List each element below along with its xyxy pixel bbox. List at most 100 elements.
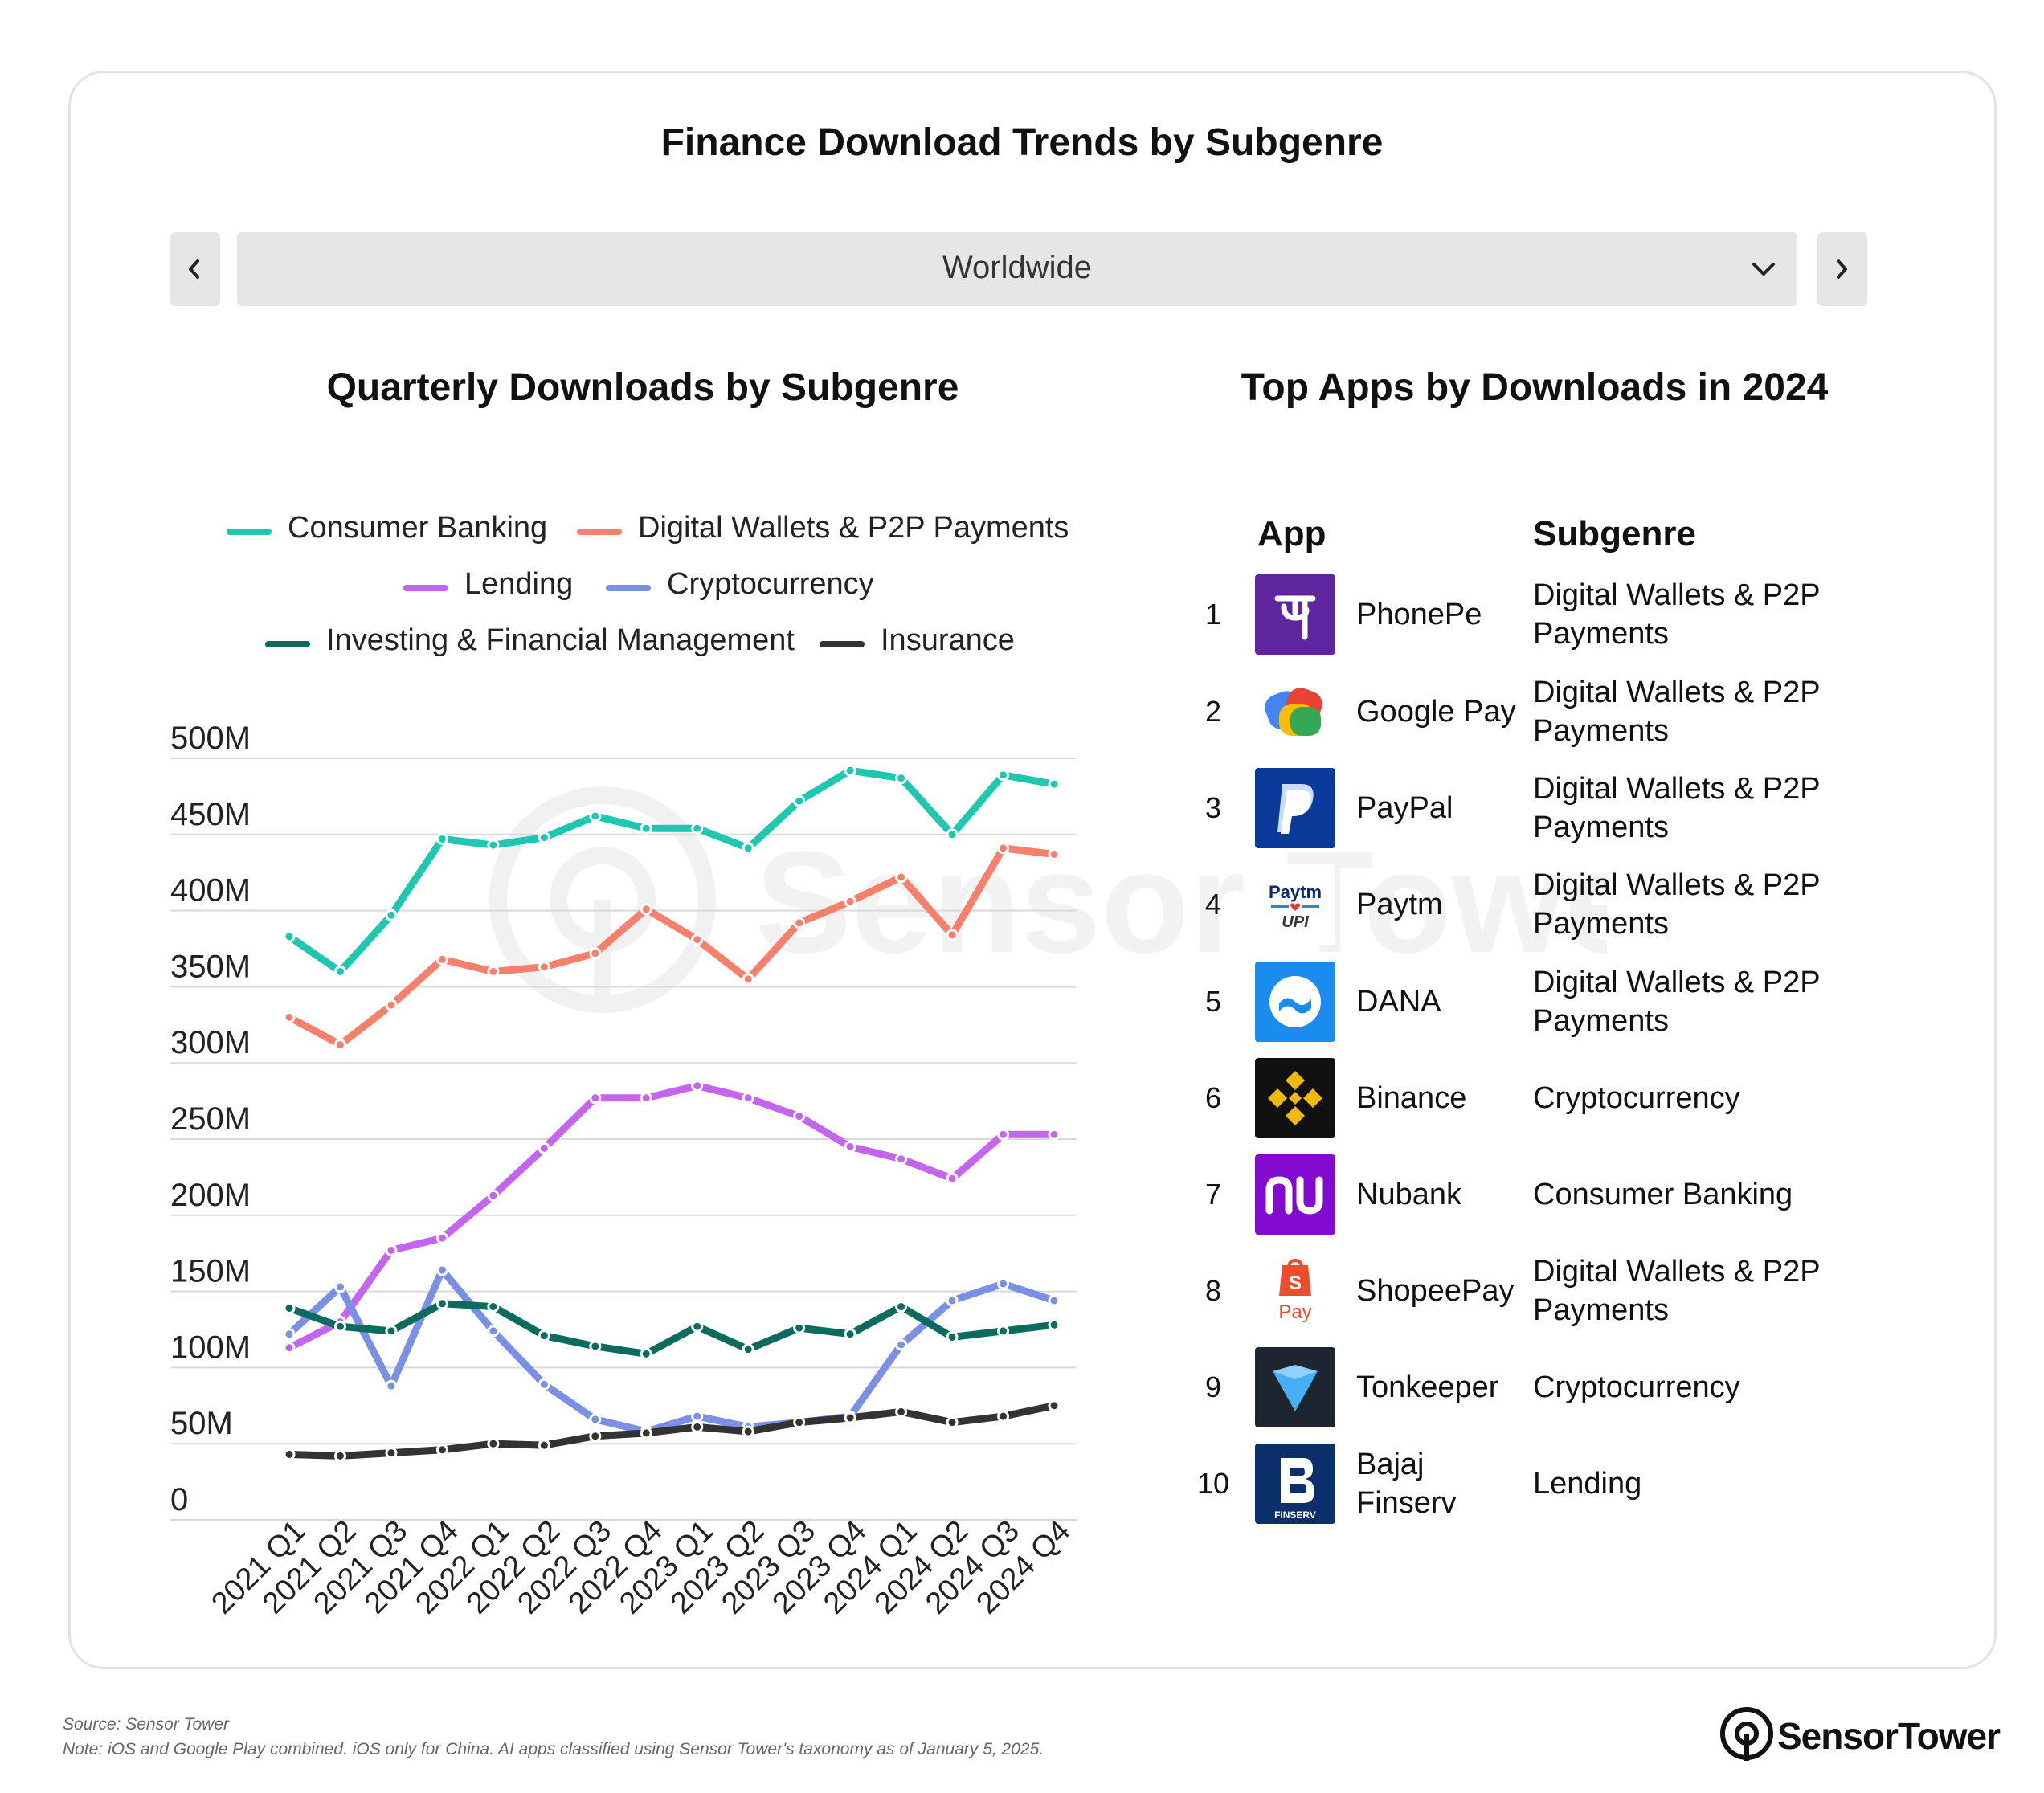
data-point	[333, 965, 346, 978]
svg-text:Pay: Pay	[1278, 1301, 1311, 1323]
data-point	[1048, 847, 1061, 860]
table-row[interactable]: 7 Nubank Consumer Banking	[1197, 1154, 1840, 1244]
data-point	[385, 1244, 398, 1256]
data-point	[385, 1325, 398, 1338]
data-point	[283, 1328, 296, 1341]
data-point	[538, 1378, 550, 1391]
app-subgenre: Digital Wallets & P2P Payments	[1533, 578, 1820, 651]
data-point	[538, 1329, 550, 1342]
table-row[interactable]: 5 DANA Digital Wallets & P2P Payments	[1197, 962, 1840, 1052]
tonkeeper-logo-icon	[1255, 1347, 1335, 1427]
data-point	[538, 1439, 550, 1452]
app-subgenre: Cryptocurrency	[1533, 1081, 1740, 1115]
app-subgenre: Digital Wallets & P2P Payments	[1533, 676, 1820, 748]
phonepe-logo-icon	[1255, 574, 1335, 655]
data-point	[640, 822, 652, 835]
data-point	[895, 871, 908, 884]
data-point	[793, 794, 806, 807]
data-point	[1048, 1128, 1061, 1141]
data-point	[435, 1264, 448, 1276]
data-point	[538, 831, 550, 844]
data-point	[997, 842, 1010, 855]
data-point	[691, 1420, 704, 1433]
app-name: Bajaj Finserv	[1356, 1448, 1457, 1520]
legend-swatch	[227, 529, 272, 535]
report-card	[68, 71, 1997, 1669]
nubank-logo-icon	[1255, 1154, 1335, 1235]
data-point	[691, 1320, 704, 1333]
y-tick-label: 350M	[170, 949, 251, 984]
data-point	[333, 1449, 346, 1462]
line-chart-title: Quarterly Downloads by Subgenre	[326, 366, 959, 409]
data-point	[946, 929, 959, 941]
rank-number: 2	[1204, 695, 1222, 728]
data-point	[538, 1142, 550, 1154]
data-point	[435, 1231, 448, 1244]
line-chart: 500M 450M 400M 350M 300M 250M 200M 150M 100M 50M 0…	[170, 721, 1077, 1620]
table-row[interactable]: 1 PhonePe Digital Wallets & P2P Payments	[1197, 574, 1840, 664]
rank-number: 4	[1204, 888, 1222, 921]
data-point	[640, 1092, 652, 1105]
dana-logo-icon	[1255, 962, 1335, 1042]
data-point	[333, 1280, 346, 1293]
data-point	[435, 1297, 448, 1310]
table-row[interactable]: 10 FINSERV Bajaj Finserv Lending	[1197, 1444, 1840, 1534]
data-point	[742, 1343, 754, 1356]
rank-number: 6	[1204, 1081, 1222, 1114]
rank-number: 3	[1204, 791, 1222, 824]
y-tick-label: 400M	[170, 873, 251, 909]
data-point	[793, 1321, 806, 1334]
brand-name: SensorTower	[1777, 1715, 2001, 1757]
app-subgenre: Digital Wallets & P2P Payments	[1533, 772, 1820, 844]
app-name: PayPal	[1356, 791, 1453, 825]
data-point	[1048, 1318, 1061, 1331]
sensor-tower-logo-icon	[1720, 1707, 1773, 1761]
data-point	[691, 933, 704, 946]
app-name: Paytm	[1356, 888, 1443, 921]
table-row[interactable]: 2 Google Pay Digital Wallets & P2P Payme…	[1197, 672, 1840, 762]
y-tick-label: 0	[170, 1482, 188, 1517]
bajaj-finserv-logo-icon: FINSERV	[1255, 1444, 1335, 1524]
table-header-subgenre: Subgenre	[1533, 514, 1696, 553]
data-point	[640, 903, 652, 916]
google-pay-logo-icon	[1255, 672, 1335, 752]
data-point	[487, 839, 500, 852]
sensor-tower-logo: SensorTower	[1719, 1703, 2001, 1767]
data-point	[844, 1328, 856, 1341]
legend-label: Digital Wallets & P2P Payments	[638, 511, 1069, 545]
y-tick-label: 250M	[170, 1101, 251, 1137]
data-point	[844, 1411, 856, 1424]
table-row[interactable]: 8 S Pay ShopeePay Digital Wallets & P2P …	[1197, 1251, 1840, 1341]
table-row[interactable]: 9 Tonkeeper Cryptocurrency	[1197, 1347, 1840, 1437]
legend-swatch	[606, 585, 651, 591]
data-point	[895, 1338, 908, 1351]
region-dropdown[interactable]: Worldwide	[237, 232, 1797, 306]
data-point	[435, 953, 448, 966]
app-name: Binance	[1356, 1081, 1467, 1115]
previous-region-button[interactable]	[170, 232, 220, 306]
data-point	[283, 930, 296, 943]
data-point	[691, 822, 704, 835]
data-point	[691, 1410, 704, 1423]
chevron-right-icon	[1837, 259, 1847, 279]
svg-text:S: S	[1289, 1272, 1302, 1294]
data-point	[487, 1189, 500, 1202]
table-row[interactable]: 4 Paytm UPI Paytm Digital Wallets & P2P …	[1197, 864, 1840, 954]
app-subgenre: Digital Wallets & P2P Payments	[1533, 868, 1820, 941]
legend-label: Lending	[464, 567, 574, 601]
table-row[interactable]: 3 PayPal Digital Wallets & P2P Payments	[1197, 768, 1840, 858]
sensor-tower-watermark: Sensor Tower	[489, 786, 1607, 1013]
table-row[interactable]: 6 Binance Cryptocurrency	[1197, 1058, 1840, 1148]
next-region-button[interactable]	[1817, 232, 1867, 306]
data-point	[997, 1277, 1010, 1290]
legend-label: Cryptocurrency	[667, 567, 874, 601]
data-point	[589, 1413, 602, 1426]
app-subgenre: Cryptocurrency	[1533, 1370, 1740, 1404]
series-line	[285, 766, 1058, 975]
rank-number: 8	[1204, 1274, 1222, 1307]
svg-text:Paytm: Paytm	[1269, 882, 1322, 902]
data-point	[487, 1301, 500, 1313]
series-line	[285, 844, 1058, 1048]
data-point	[946, 1294, 959, 1307]
app-name: Tonkeeper	[1356, 1370, 1499, 1404]
